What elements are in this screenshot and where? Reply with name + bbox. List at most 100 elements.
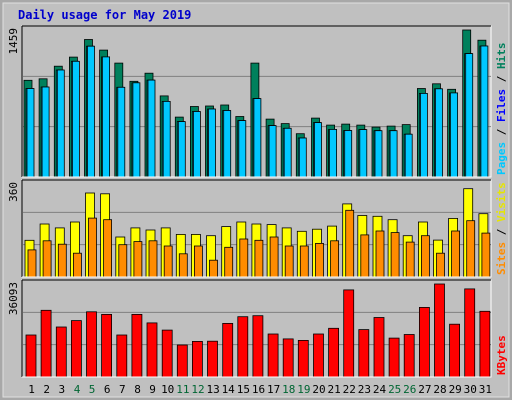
bar-pages-10 (162, 101, 171, 178)
bar-sites-27 (420, 235, 430, 278)
bar-kbytes-12 (191, 340, 203, 378)
bar-kbytes-16 (252, 315, 264, 378)
x-tick-label: 21 (327, 383, 340, 396)
x-tick-label: 10 (161, 383, 174, 396)
legend-entry: / (495, 222, 508, 242)
bar-pages-27 (419, 93, 428, 178)
bar-kbytes-29 (449, 323, 461, 378)
bar-kbytes-26 (403, 334, 415, 378)
bar-pages-22 (344, 130, 353, 178)
bar-sites-2 (42, 240, 52, 278)
bar-sites-10 (163, 245, 173, 278)
bar-pages-21 (329, 128, 338, 178)
bar-kbytes-10 (161, 329, 173, 378)
bar-sites-30 (466, 220, 476, 278)
bar-kbytes-30 (464, 288, 476, 378)
bar-kbytes-27 (418, 306, 430, 378)
x-tick-label: 13 (206, 383, 219, 396)
x-tick-labels: 1 2 3 4 5 6 7 8 9 10 11 12 13 14 15 16 17 18 19 20 21 22 23 24 2… (28, 383, 492, 396)
bar-pages-3 (56, 69, 65, 178)
x-tick-label: 25 (388, 383, 401, 396)
bar-pages-25 (389, 130, 398, 178)
bar-kbytes-6 (101, 313, 112, 378)
x-tick-label: 27 (418, 383, 431, 396)
panel-visits-sites: 360 Sites / Visits (7, 179, 508, 278)
bar-sites-12 (193, 245, 203, 278)
x-tick-label: 12 (191, 383, 204, 396)
bar-pages-20 (314, 122, 322, 178)
bar-kbytes-11 (176, 344, 188, 378)
bar-sites-29 (451, 230, 461, 278)
panel-ymax-label: 1459 (7, 28, 20, 55)
x-tick-label: 4 (74, 383, 81, 396)
bar-pages-9 (147, 79, 156, 178)
x-tick-label: 23 (358, 383, 371, 396)
legend-entry: Hits (495, 43, 508, 70)
bar-kbytes-9 (146, 322, 158, 378)
bar-pages-24 (374, 130, 383, 178)
x-tick-label: 18 (282, 383, 295, 396)
bar-sites-1 (27, 249, 37, 278)
bar-sites-26 (405, 241, 415, 278)
legend-entry: Files (495, 89, 508, 122)
x-tick-label: 11 (176, 383, 189, 396)
bar-pages-28 (435, 88, 443, 178)
x-tick-label: 28 (433, 383, 446, 396)
bar-sites-18 (284, 245, 294, 278)
legend-entry: Pages (495, 142, 508, 175)
bar-kbytes-7 (116, 334, 128, 378)
x-tick-label: 2 (43, 383, 50, 396)
x-tick-label: 9 (149, 383, 156, 396)
bar-pages-14 (223, 110, 232, 178)
bar-sites-25 (390, 232, 400, 278)
x-tick-label: 24 (373, 383, 387, 396)
x-tick-label: 19 (297, 383, 310, 396)
bar-kbytes-14 (222, 322, 234, 378)
panel-right-label: KBytes (495, 335, 508, 375)
bar-pages-8 (132, 82, 141, 178)
chart-panels: 1459 Pages / Files / Hits 360 Sites / Visit… (7, 25, 508, 378)
x-tick-label: 29 (449, 383, 462, 396)
legend-entry: KBytes (495, 335, 508, 375)
bar-sites-31 (481, 232, 491, 278)
panel-right-label: Sites / Visits (495, 182, 508, 275)
bar-sites-5 (88, 217, 97, 278)
bar-kbytes-19 (297, 339, 309, 378)
bar-pages-26 (404, 133, 413, 178)
legend-entry: / (495, 122, 508, 142)
bar-kbytes-23 (358, 329, 370, 378)
x-tick-label: 22 (343, 383, 356, 396)
bar-pages-11 (177, 121, 186, 178)
x-tick-label: 7 (119, 383, 126, 396)
x-tick-label: 8 (134, 383, 141, 396)
bar-kbytes-22 (343, 289, 355, 378)
bar-pages-4 (72, 60, 80, 178)
bar-sites-19 (299, 245, 309, 278)
legend-entry: / (495, 69, 508, 89)
bar-pages-17 (268, 125, 277, 178)
x-tick-label: 5 (89, 383, 96, 396)
bar-pages-18 (283, 127, 292, 178)
bar-pages-2 (41, 86, 50, 178)
bar-kbytes-18 (282, 338, 294, 378)
bar-pages-31 (480, 45, 489, 178)
legend-entry: Sites (495, 242, 508, 275)
bar-sites-7 (118, 244, 128, 278)
bar-pages-7 (117, 86, 126, 178)
x-tick-label: 16 (252, 383, 265, 396)
legend-entry: Visits (495, 182, 508, 222)
bar-sites-16 (254, 239, 264, 278)
bar-kbytes-5 (86, 311, 97, 378)
bar-sites-17 (269, 236, 279, 278)
bar-sites-23 (360, 234, 370, 278)
bar-pages-5 (87, 45, 95, 178)
bar-sites-21 (330, 240, 340, 278)
panel-hits-files-pages: 1459 Pages / Files / Hits (7, 25, 508, 178)
bar-kbytes-17 (267, 333, 279, 378)
bar-kbytes-20 (313, 333, 324, 378)
bar-sites-11 (178, 253, 188, 278)
bar-kbytes-21 (328, 327, 340, 378)
x-tick-label: 30 (464, 383, 477, 396)
bar-pages-6 (102, 56, 110, 178)
